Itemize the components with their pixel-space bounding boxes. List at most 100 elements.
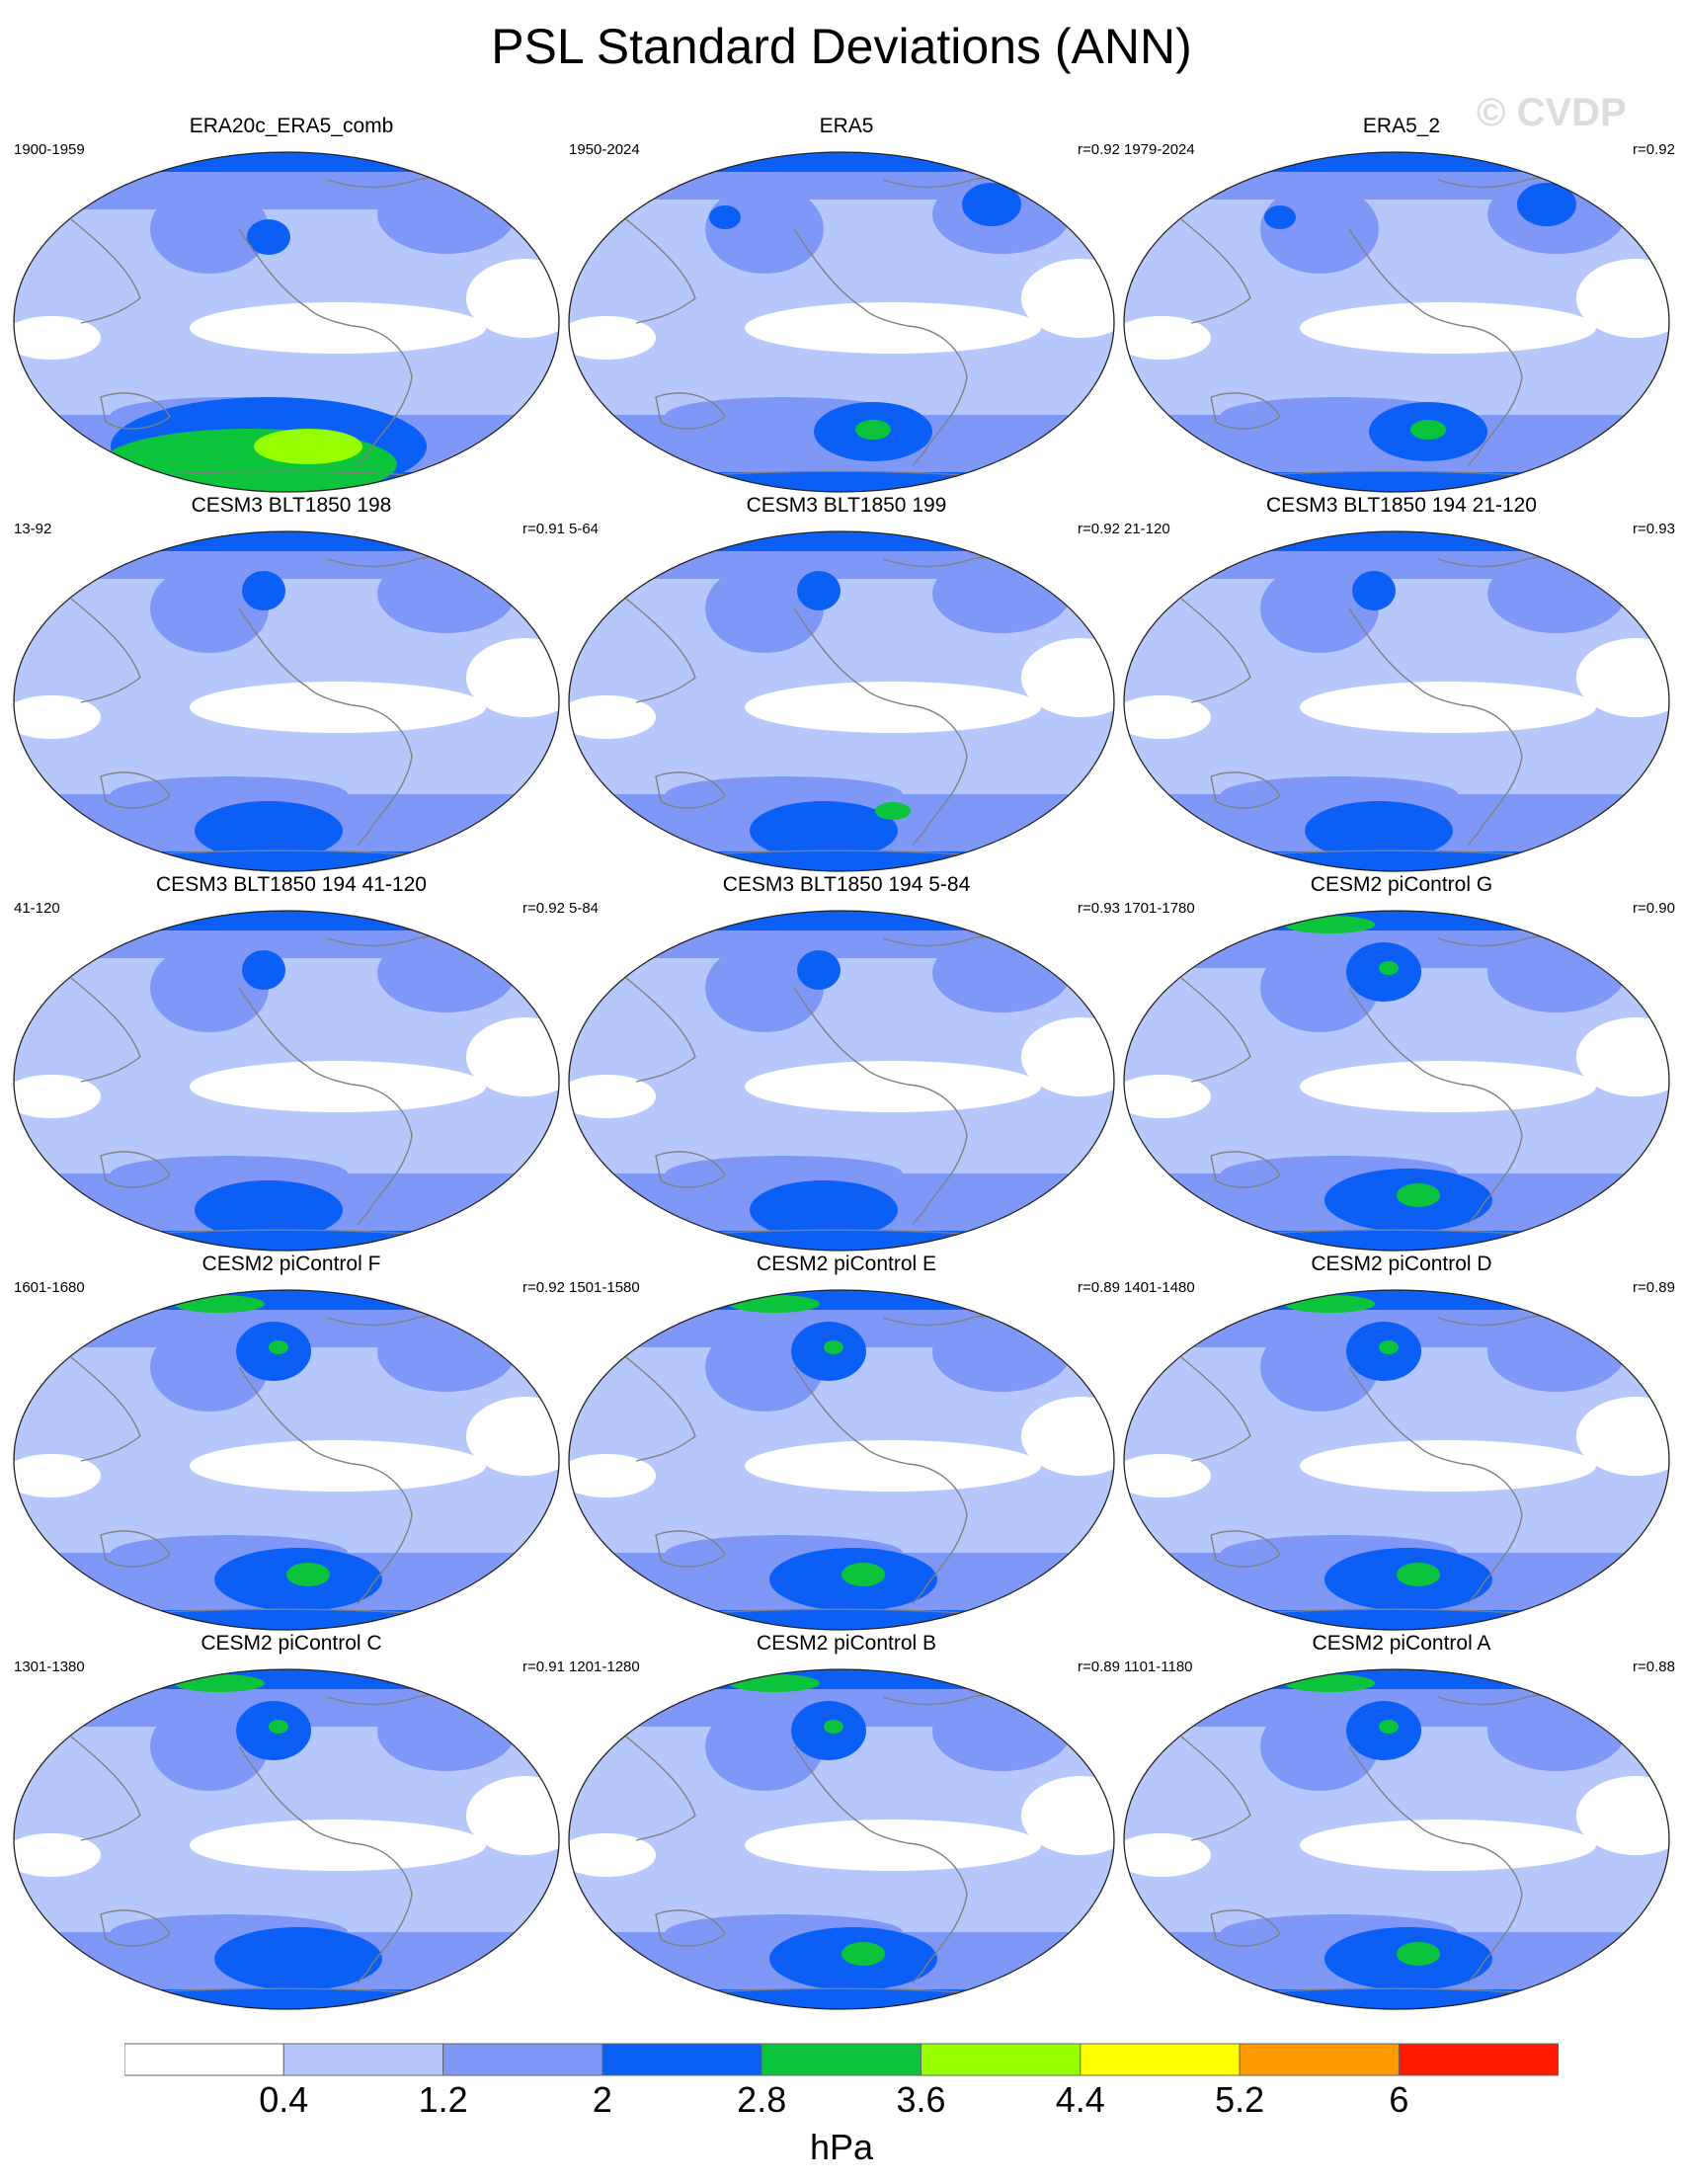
panel-period: 13-92 [14, 521, 52, 537]
coastline-north-america [238, 1366, 354, 1465]
tropical-low-variance [745, 1820, 1041, 1871]
coastline-australia [655, 392, 726, 430]
map-panel: ERA5 1950-2024 r=0.92 [567, 115, 1126, 494]
antarctic-band [14, 1610, 559, 1630]
panel-title: CESM3 BLT1850 199 [746, 494, 947, 517]
map-border [568, 1668, 1115, 2010]
coastline-asia [625, 977, 696, 1083]
south-pacific-peak [875, 802, 911, 820]
colorbar-box [124, 2043, 284, 2076]
panel-title: ERA5 [819, 115, 874, 137]
map [13, 1668, 560, 2010]
arctic-max [96, 531, 165, 553]
arctic-band [14, 911, 559, 930]
north-atlantic-anomaly [932, 554, 1071, 633]
coastline-asia [70, 977, 141, 1083]
north-atlantic-anomaly [377, 1692, 516, 1771]
map-panel: CESM2 piControl F 1601-1680 r=0.92 [12, 1253, 571, 1632]
tropical-low-variance [1124, 316, 1211, 360]
colorbar-tick-label: 1.2 [418, 2079, 468, 2120]
panel-correlation: r=0.92 [1633, 141, 1675, 158]
map-border [1123, 1668, 1670, 2010]
north-pacific-peak [269, 1340, 288, 1354]
north-pacific-anomaly [150, 564, 269, 653]
map-border [568, 910, 1115, 1252]
south-pacific-peak [1410, 420, 1446, 440]
coastline-north-america [1348, 607, 1464, 706]
panel-period: 1950-2024 [569, 141, 640, 158]
north-atlantic-anomaly [1487, 1313, 1626, 1392]
arctic-peak [1284, 916, 1375, 933]
north-pacific-max [1352, 571, 1396, 610]
colorbar [124, 2043, 1559, 2076]
colorbar-box [921, 2043, 1082, 2076]
coastline-australia [100, 1530, 171, 1568]
coastline-south-america [1462, 1084, 1523, 1226]
panel-title: CESM3 BLT1850 198 [191, 494, 392, 517]
south-pacific-max [750, 1180, 898, 1240]
south-pacific-max [750, 801, 898, 860]
north-pacific-anomaly [150, 943, 269, 1032]
panel-correlation: r=0.90 [1633, 900, 1675, 917]
panel-correlation: r=0.92 [522, 900, 565, 917]
arctic-max [651, 531, 720, 553]
coastline-asia [70, 1356, 141, 1462]
map [1123, 910, 1670, 1252]
tropical-low-variance [190, 1440, 486, 1492]
arctic-max [1206, 531, 1275, 553]
tropical-low-variance [1124, 1075, 1211, 1118]
south-pacific-peak [286, 1563, 330, 1586]
antarctic-band [1124, 1610, 1669, 1630]
arctic-band [14, 1290, 559, 1310]
map-border [13, 910, 560, 1252]
colorbar-tick-label: 6 [1389, 2079, 1409, 2120]
coastline-south-america [907, 1084, 968, 1226]
tropical-low-variance [190, 682, 486, 733]
map-panel: CESM3 BLT1850 194 5-84 5-84 r=0.93 [567, 873, 1126, 1253]
north-atlantic-anomaly [377, 1313, 516, 1392]
coastline-australia [100, 1909, 171, 1947]
panel-period: 1900-1959 [14, 141, 85, 158]
panel-correlation: r=0.88 [1633, 1658, 1675, 1675]
coastline-australia [1210, 1530, 1281, 1568]
coastline-north-america [1348, 1745, 1464, 1844]
antarctic-band [569, 1989, 1114, 2009]
antarctic-band [569, 1610, 1114, 1630]
colorbar-box [1398, 2043, 1559, 2076]
tropical-low-variance [1124, 1833, 1211, 1877]
colorbar-box [442, 2043, 603, 2076]
map-panel: CESM3 BLT1850 199 5-64 r=0.92 [567, 494, 1126, 873]
panel-correlation: r=0.89 [1078, 1279, 1120, 1296]
page-title: PSL Standard Deviations (ANN) [491, 19, 1192, 74]
coastline-asia [1180, 1356, 1251, 1462]
colorbar-units: hPa [809, 2127, 874, 2167]
map-border [13, 1668, 560, 2010]
north-pacific-anomaly [1260, 185, 1379, 274]
arctic-peak [1284, 1674, 1375, 1692]
panel-period: 1401-1480 [1124, 1279, 1195, 1296]
panel-correlation: r=0.92 [522, 1279, 565, 1296]
tropical-low-variance [745, 682, 1041, 733]
coastline-north-america [1348, 1366, 1464, 1465]
tropical-low-variance [14, 316, 101, 360]
north-pacific-peak [1379, 1720, 1399, 1734]
coastline-asia [70, 598, 141, 703]
tropical-low-variance [569, 695, 656, 739]
map-border [13, 530, 560, 872]
north-atlantic-anomaly [1487, 554, 1626, 633]
antarctic-band [14, 1989, 559, 2009]
arctic-band [14, 152, 559, 172]
coastline-north-america [793, 1366, 909, 1465]
antarctic-band [569, 472, 1114, 492]
tropical-low-variance [14, 1833, 101, 1877]
north-pacific-peak [824, 1720, 843, 1734]
south-pacific-peak [1397, 1563, 1440, 1586]
coastline-asia [1180, 218, 1251, 324]
panel-title: ERA20c_ERA5_comb [189, 115, 394, 137]
coastline-south-america [907, 1842, 968, 1984]
panel-title: CESM2 piControl C [200, 1632, 382, 1655]
colorbar-box [1080, 2043, 1241, 2076]
map-panel: CESM2 piControl E 1501-1580 r=0.89 [567, 1253, 1126, 1632]
north-pacific-max [797, 950, 841, 990]
coastline-asia [625, 598, 696, 703]
